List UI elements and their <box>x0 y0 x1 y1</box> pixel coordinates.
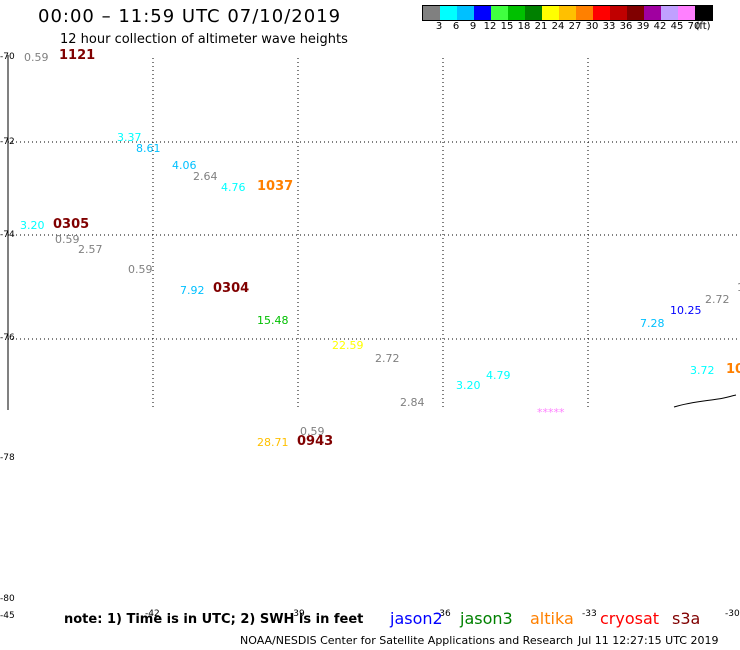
satellite-legend-s3a: s3a <box>672 609 701 628</box>
credit-text: NOAA/NESDIS Center for Satellite Applica… <box>240 634 574 647</box>
wave-height-value: 10.25 <box>670 304 702 317</box>
wave-height-value: 3.20 <box>456 379 481 392</box>
scale-label: 27 <box>568 21 582 32</box>
longitude-label: -36 <box>436 609 451 619</box>
scale-label: 12 <box>483 21 497 32</box>
scale-label: 30 <box>585 21 599 32</box>
scale-label: 36 <box>619 21 633 32</box>
wave-height-value: 4.06 <box>172 159 197 172</box>
wave-height-value: 3.37 <box>117 131 142 144</box>
scale-label: 9 <box>469 21 477 32</box>
latitude-label: -70 <box>0 52 15 62</box>
longitude-label: -42 <box>145 609 160 619</box>
wave-height-value: 2.72 <box>705 293 730 306</box>
wave-height-value: 1 <box>737 282 740 293</box>
scale-label: 70 <box>687 21 701 32</box>
scale-label: 24 <box>551 21 565 32</box>
scale-swatch <box>542 6 559 20</box>
wave-height-value: 0.59 <box>300 425 325 438</box>
scale-label: 6 <box>452 21 460 32</box>
longitude-label: -45 <box>0 611 15 621</box>
scale-swatch <box>525 6 542 20</box>
satellite-legend-cryosat: cryosat <box>600 609 660 628</box>
latitude-label: -80 <box>0 594 15 604</box>
scale-label: 39 <box>636 21 650 32</box>
latitude-label: -74 <box>0 230 15 240</box>
footer-note: note: 1) Time is in UTC; 2) SWH is in fe… <box>64 612 364 627</box>
scale-swatch <box>576 6 593 20</box>
scale-label: (ft) <box>695 21 711 32</box>
scale-swatch <box>695 6 712 20</box>
wave-height-value: ***** <box>537 406 565 419</box>
scale-swatch <box>610 6 627 20</box>
scale-swatch <box>593 6 610 20</box>
latitude-label: -76 <box>0 333 15 343</box>
wave-height-value: 28.71 <box>257 436 289 449</box>
wave-height-value: 7.92 <box>180 284 205 297</box>
scale-label: 45 <box>670 21 684 32</box>
pass-time-label: 10 <box>726 362 740 377</box>
scale-swatch <box>440 6 457 20</box>
scale-label: 33 <box>602 21 616 32</box>
pass-time-label: 0304 <box>213 281 250 296</box>
wave-height-value: 4.79 <box>486 369 511 382</box>
pass-time-label: 1037 <box>257 179 294 194</box>
wave-height-value: 4.76 <box>221 181 246 194</box>
satellite-legend-jason3: jason3 <box>460 609 513 628</box>
scale-swatch <box>627 6 644 20</box>
scale-swatch <box>423 6 440 20</box>
longitude-label: -33 <box>582 609 597 619</box>
map-subtitle: 12 hour collection of altimeter wave hei… <box>60 32 348 47</box>
pass-time-label: 0305 <box>53 217 90 232</box>
satellite-legend-jason2: jason2 <box>390 609 443 628</box>
scale-label: 18 <box>517 21 531 32</box>
scale-label: 21 <box>534 21 548 32</box>
generated-timestamp: Jul 11 12:27:15 UTC 2019 <box>578 634 719 647</box>
wave-height-value: 8.61 <box>136 142 161 155</box>
map-title: 00:00 – 11:59 UTC 07/10/2019 <box>38 6 342 27</box>
wave-height-value: 7.28 <box>640 317 665 330</box>
latitude-label: -78 <box>0 453 15 463</box>
scale-label: 3 <box>435 21 443 32</box>
wave-height-value: 0.59 <box>55 233 80 246</box>
wave-height-value: 2.57 <box>78 243 103 256</box>
wave-height-value: 3.20 <box>20 219 45 232</box>
color-scale-bar <box>422 5 713 21</box>
wave-height-value: 3.72 <box>690 364 715 377</box>
scale-swatch <box>661 6 678 20</box>
scale-swatch <box>644 6 661 20</box>
scale-swatch <box>559 6 576 20</box>
satellite-legend-altika: altika <box>530 609 574 628</box>
wave-height-value: 2.72 <box>375 352 400 365</box>
wave-height-value: 15.48 <box>257 314 289 327</box>
wave-height-value: 22.59 <box>332 339 364 352</box>
scale-swatch <box>678 6 695 20</box>
latitude-label: -72 <box>0 137 15 147</box>
wave-height-value: 2.64 <box>193 170 218 183</box>
scale-swatch <box>491 6 508 20</box>
scale-swatch <box>457 6 474 20</box>
wave-height-value: 0.59 <box>24 51 49 64</box>
scale-swatch <box>508 6 525 20</box>
coastline <box>673 394 737 408</box>
longitude-label: -30 <box>725 609 740 619</box>
wave-height-value: 2.84 <box>400 396 425 409</box>
scale-swatch <box>474 6 491 20</box>
scale-label: 42 <box>653 21 667 32</box>
wave-height-value: 0.59 <box>128 263 153 276</box>
longitude-label: -39 <box>290 609 305 619</box>
pass-time-label: 0943 <box>297 434 334 449</box>
scale-label: 15 <box>500 21 514 32</box>
pass-time-label: 1121 <box>59 48 96 63</box>
